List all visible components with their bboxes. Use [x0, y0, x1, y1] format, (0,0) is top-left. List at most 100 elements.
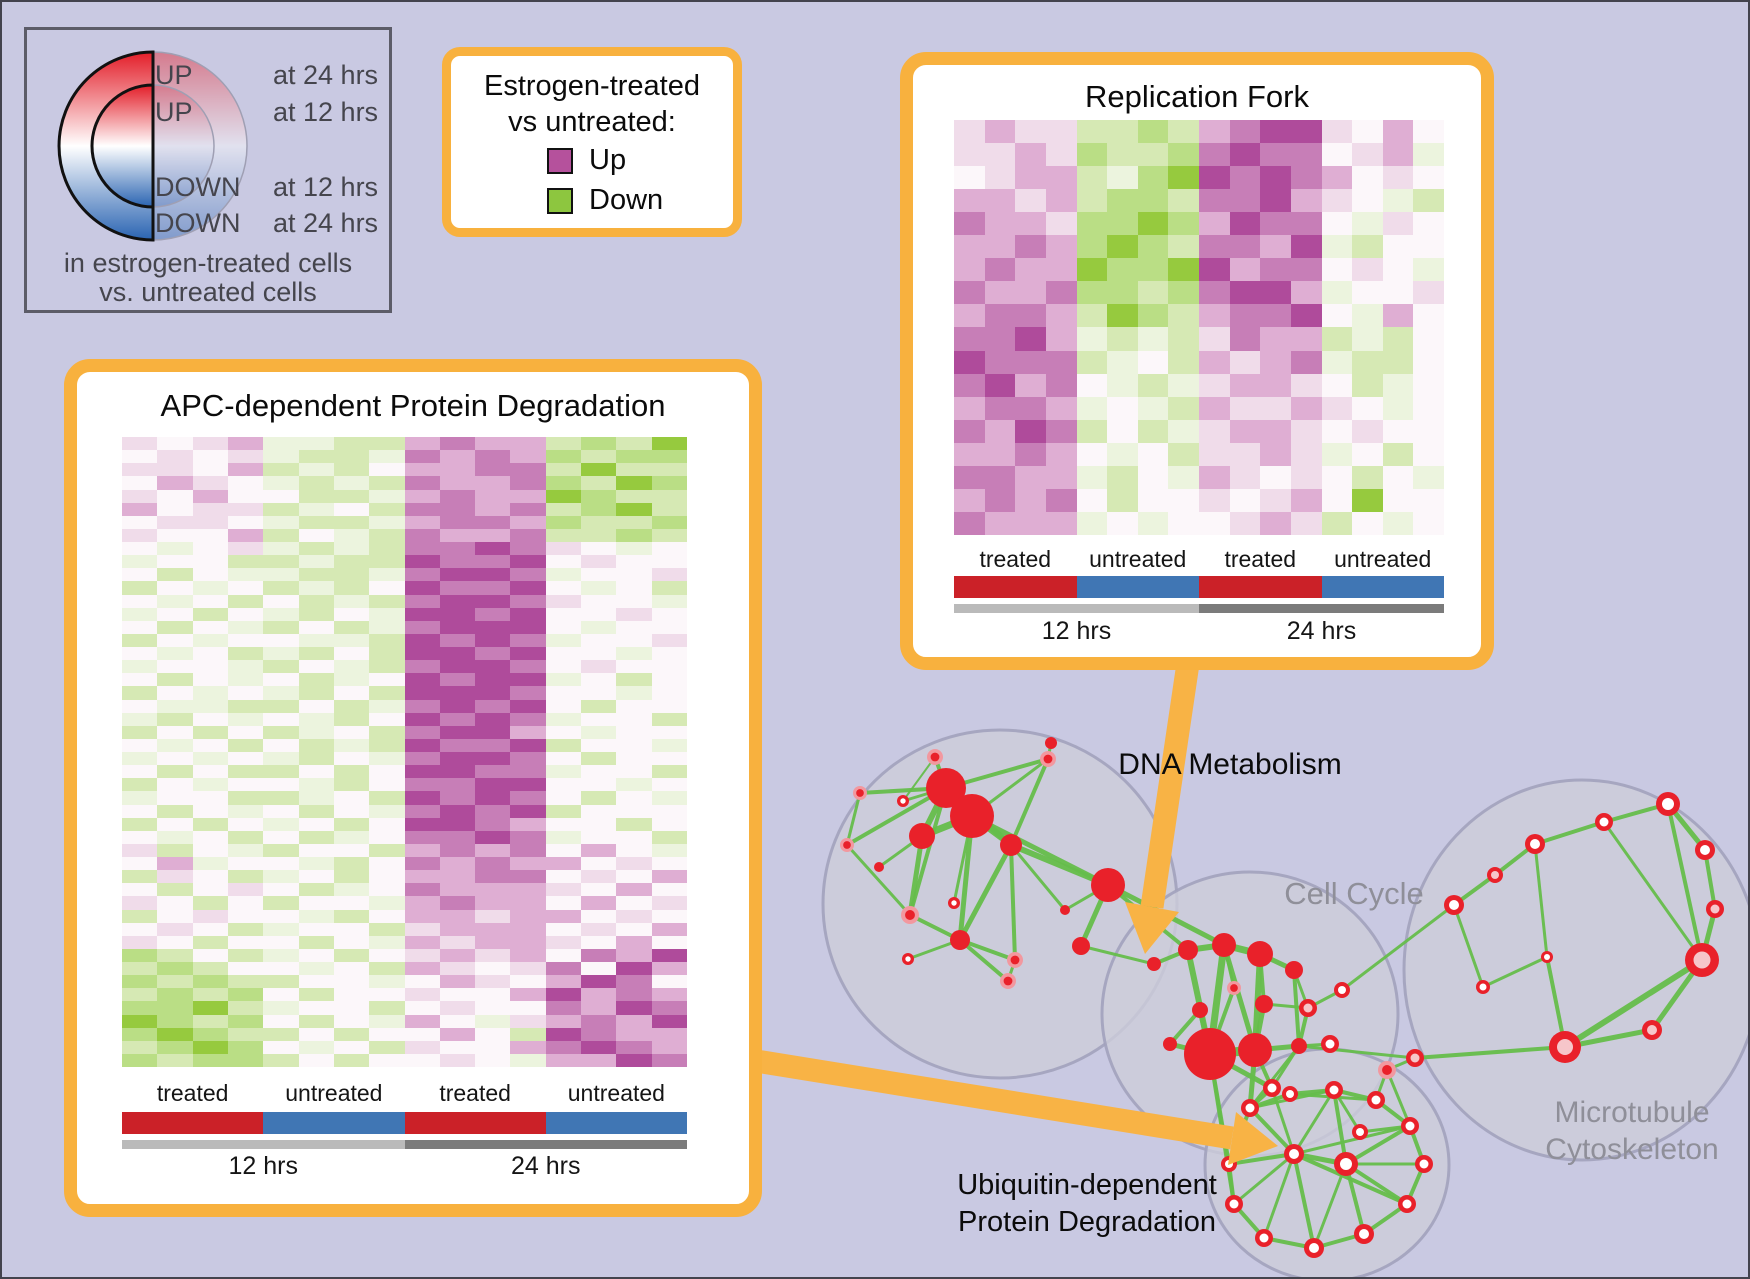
- heatmap-cell: [404, 633, 440, 647]
- heatmap-cell: [263, 778, 299, 792]
- heatmap-cell: [545, 647, 582, 661]
- heatmap-cell: [1321, 442, 1353, 466]
- heatmap-cell: [333, 502, 370, 516]
- heatmap-cell: [651, 843, 687, 857]
- heatmap-cell: [192, 883, 228, 897]
- heatmap-cell: [122, 437, 158, 451]
- heatmap-cell: [651, 607, 687, 621]
- heatmap-cell: [192, 660, 228, 674]
- heatmap-cell: [333, 804, 370, 818]
- heatmap-cell: [369, 752, 405, 766]
- heatmap-cell: [227, 660, 264, 674]
- heatmap-cell: [475, 988, 511, 1002]
- heatmap-cell: [651, 502, 687, 516]
- heatmap-cell: [1137, 212, 1169, 236]
- heatmap-cell: [439, 450, 476, 464]
- heatmap-cell: [298, 1040, 334, 1054]
- heatmap-cell: [581, 738, 617, 752]
- heatmap-cell: [1413, 235, 1444, 259]
- heatmap-cell: [263, 620, 299, 634]
- heatmap-cell: [369, 673, 405, 687]
- heatmap-cell: [122, 817, 158, 831]
- heatmap-cell: [616, 699, 652, 713]
- heatmap-cell: [475, 962, 511, 976]
- heatmap-cell: [545, 594, 582, 608]
- heatmap-cell: [1382, 442, 1414, 466]
- heatmap-cell: [1382, 373, 1414, 397]
- heatmap-cell: [333, 909, 370, 923]
- heatmap-cell: [333, 791, 370, 805]
- heatmap-cell: [333, 896, 370, 910]
- heatmap-cell: [298, 909, 334, 923]
- network-node-center: [1557, 1039, 1573, 1055]
- heatmap-cell: [1382, 212, 1414, 236]
- heatmap-cell: [1352, 419, 1383, 443]
- heatmap-cell: [510, 948, 546, 962]
- heatmap-cell: [404, 870, 440, 884]
- heatmap-cell: [616, 647, 652, 661]
- heatmap-cell: [1260, 120, 1291, 144]
- heatmap-cell: [404, 752, 440, 766]
- heatmap-cell: [439, 660, 476, 674]
- heatmap-cell: [192, 843, 228, 857]
- heatmap-cell: [510, 804, 546, 818]
- heatmap-cell: [157, 752, 193, 766]
- heatmap-cell: [545, 673, 582, 687]
- heatmap-cell: [581, 935, 617, 949]
- heatmap-cell: [581, 778, 617, 792]
- heatmap-cell: [984, 212, 1016, 236]
- heatmap-cell: [122, 830, 158, 844]
- time-label: at 24 hrs: [273, 208, 379, 238]
- cluster-label: Cell Cycle: [1284, 876, 1424, 911]
- heatmap-cell: [1199, 327, 1230, 351]
- heatmap-cell: [192, 975, 228, 989]
- heatmap-cell: [1290, 166, 1322, 190]
- heatmap-cell: [227, 633, 264, 647]
- heatmap-cell: [510, 660, 546, 674]
- heatmap-cell: [122, 450, 158, 464]
- heatmap-cell: [404, 489, 440, 503]
- heatmap-cell: [263, 660, 299, 674]
- heatmap-cell: [581, 699, 617, 713]
- heatmap-cell: [1015, 304, 1046, 328]
- heatmap-cell: [1260, 143, 1291, 167]
- heatmap-cell: [475, 896, 511, 910]
- heatmap-cell: [333, 699, 370, 713]
- heatmap-cell: [1413, 373, 1444, 397]
- network-edge: [902, 756, 936, 802]
- heatmap-cell: [616, 830, 652, 844]
- heatmap-cell: [475, 883, 511, 897]
- heatmap-cell: [475, 843, 511, 857]
- heatmap-cell: [227, 830, 264, 844]
- heatmap-cell: [157, 962, 193, 976]
- heatmap-cell: [1229, 327, 1261, 351]
- heatmap-cell: [404, 896, 440, 910]
- heatmap-cell: [263, 581, 299, 595]
- heatmap-cell: [1015, 511, 1046, 535]
- heatmap-cell: [1076, 465, 1108, 489]
- network-node-center: [1405, 1121, 1415, 1131]
- heatmap-cell: [616, 620, 652, 634]
- heatmap-cell: [545, 791, 582, 805]
- heatmap-cell: [369, 817, 405, 831]
- heatmap-cell: [263, 463, 299, 477]
- heatmap-cell: [1229, 488, 1261, 512]
- heatmap-cell: [263, 450, 299, 464]
- heatmap-cell: [333, 922, 370, 936]
- heatmap-cell: [122, 515, 158, 529]
- heatmap-cell: [439, 699, 476, 713]
- heatmap-cell: [157, 699, 193, 713]
- heatmap-cell: [263, 935, 299, 949]
- network-node-solid: [1147, 957, 1161, 971]
- network-edge: [1452, 904, 1485, 988]
- heatmap-cell: [1413, 258, 1444, 282]
- heatmap-cell: [369, 988, 405, 1002]
- heatmap-cell: [1260, 396, 1291, 420]
- heatmap-cell: [1107, 258, 1138, 282]
- heatmap-cell: [157, 686, 193, 700]
- heatmap-cell: [984, 442, 1016, 466]
- heatmap-cell: [510, 1040, 546, 1054]
- heatmap-cell: [404, 555, 440, 569]
- untreated-color-segment: [263, 1112, 405, 1134]
- heatmap-cell: [1045, 396, 1077, 420]
